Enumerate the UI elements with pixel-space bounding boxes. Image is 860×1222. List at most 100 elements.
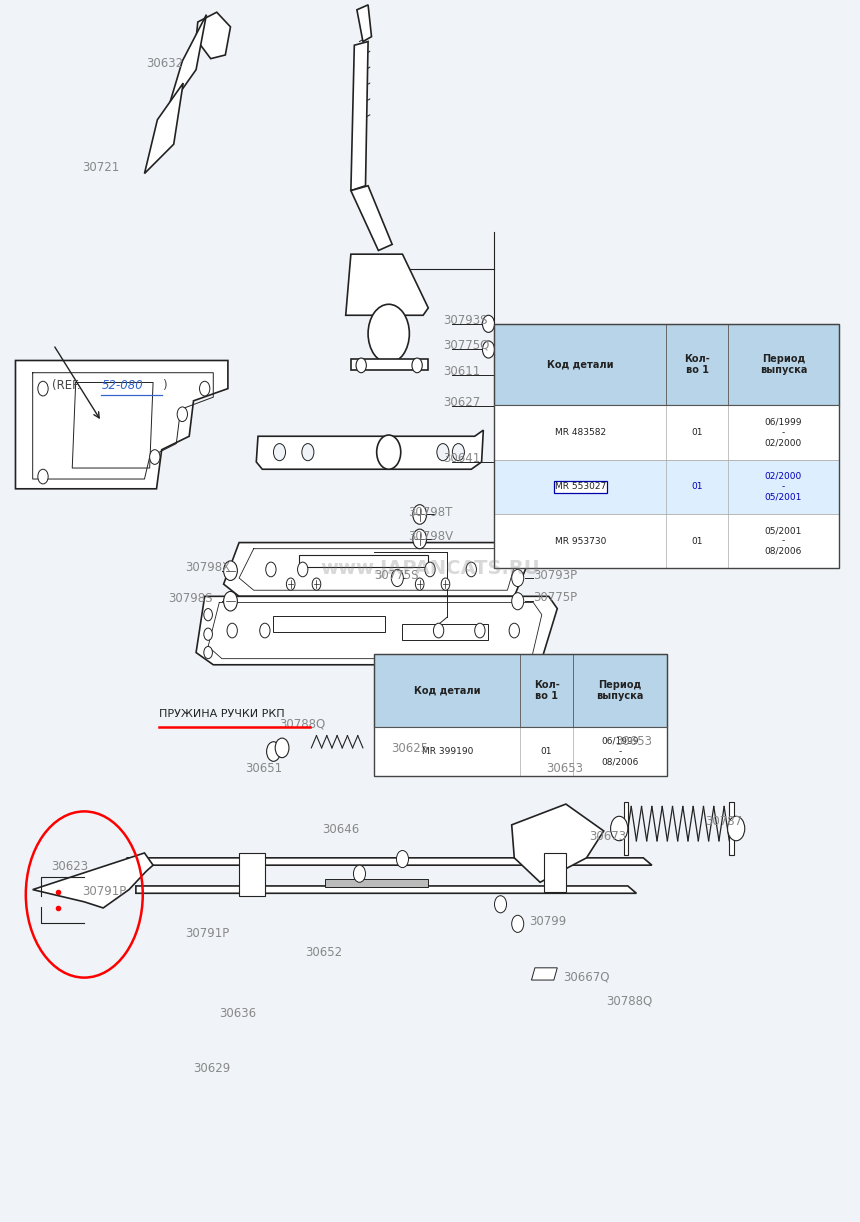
Text: Период
выпуска: Период выпуска [596, 679, 643, 701]
Text: 30611: 30611 [443, 365, 480, 378]
Text: 30623: 30623 [52, 860, 89, 873]
Circle shape [204, 609, 212, 621]
Text: 30636: 30636 [219, 1007, 256, 1019]
Text: MR 553027: MR 553027 [555, 483, 606, 491]
Polygon shape [273, 616, 385, 632]
Circle shape [412, 358, 422, 373]
Circle shape [475, 623, 485, 638]
Polygon shape [224, 543, 531, 596]
Circle shape [275, 738, 289, 758]
Text: 30721: 30721 [82, 161, 119, 174]
Text: 30791P: 30791P [82, 885, 126, 897]
FancyBboxPatch shape [494, 459, 838, 514]
Circle shape [298, 562, 308, 577]
Circle shape [356, 358, 366, 373]
Circle shape [437, 444, 449, 461]
Polygon shape [256, 430, 483, 469]
Circle shape [38, 469, 48, 484]
Circle shape [728, 816, 745, 841]
Text: Кол-
во 1: Кол- во 1 [534, 679, 560, 701]
Polygon shape [351, 42, 368, 191]
Text: Код детали: Код детали [547, 359, 614, 369]
Circle shape [413, 529, 427, 549]
Circle shape [433, 623, 444, 638]
Text: 01: 01 [691, 536, 703, 545]
Text: MR 953730: MR 953730 [555, 536, 606, 545]
Polygon shape [33, 853, 153, 908]
Polygon shape [346, 254, 428, 315]
Circle shape [227, 623, 237, 638]
Circle shape [441, 578, 450, 590]
Circle shape [512, 593, 524, 610]
Text: 52-080: 52-080 [101, 379, 144, 391]
FancyBboxPatch shape [374, 727, 666, 776]
Circle shape [177, 407, 187, 422]
Text: 30625: 30625 [391, 742, 428, 754]
Polygon shape [531, 968, 557, 980]
Text: 30652: 30652 [305, 946, 342, 958]
Text: 30627: 30627 [443, 396, 480, 408]
Text: 30632: 30632 [146, 57, 183, 70]
Text: 30798T: 30798T [408, 506, 453, 518]
Polygon shape [168, 15, 206, 110]
Polygon shape [624, 802, 628, 855]
Text: Период
выпуска: Период выпуска [759, 353, 808, 375]
Text: 02/2000
-
05/2001: 02/2000 - 05/2001 [765, 472, 802, 502]
Polygon shape [196, 12, 230, 59]
Text: 30667Q: 30667Q [563, 970, 610, 982]
Text: 05/2001
-
08/2006: 05/2001 - 08/2006 [765, 527, 802, 556]
Polygon shape [512, 804, 604, 882]
Text: 30793S: 30793S [443, 314, 488, 326]
Text: www.JAPANCATS.RU: www.JAPANCATS.RU [320, 558, 540, 578]
Text: ): ) [162, 379, 166, 391]
Polygon shape [544, 853, 566, 892]
Circle shape [273, 444, 286, 461]
Circle shape [312, 578, 321, 590]
FancyBboxPatch shape [374, 654, 666, 727]
Circle shape [353, 865, 366, 882]
Text: 30793P: 30793P [533, 569, 577, 582]
Polygon shape [127, 858, 652, 865]
FancyBboxPatch shape [494, 324, 838, 406]
Circle shape [266, 562, 276, 577]
Text: 06/1999
-
02/2000: 06/1999 - 02/2000 [765, 418, 802, 447]
Text: 30799: 30799 [529, 915, 566, 927]
Circle shape [512, 569, 524, 587]
Circle shape [302, 444, 314, 461]
Circle shape [391, 569, 403, 587]
Circle shape [377, 435, 401, 469]
Polygon shape [15, 360, 228, 489]
Text: 30775Q: 30775Q [443, 338, 489, 351]
Polygon shape [402, 624, 488, 640]
Text: 30641: 30641 [443, 452, 480, 464]
Circle shape [267, 742, 280, 761]
Text: 30798S: 30798S [168, 593, 212, 605]
Text: 01: 01 [541, 747, 552, 756]
Circle shape [512, 915, 524, 932]
Circle shape [368, 304, 409, 363]
Circle shape [204, 646, 212, 659]
Circle shape [224, 591, 237, 611]
Text: 30788Q: 30788Q [280, 717, 326, 730]
Polygon shape [299, 555, 428, 567]
Circle shape [611, 816, 628, 841]
Text: 30673: 30673 [589, 830, 626, 842]
Polygon shape [729, 802, 734, 855]
Circle shape [482, 341, 494, 358]
Text: 30791P: 30791P [185, 927, 229, 940]
Polygon shape [239, 853, 265, 896]
Polygon shape [351, 359, 428, 370]
Polygon shape [144, 83, 183, 174]
Text: 30787: 30787 [705, 815, 742, 827]
Circle shape [415, 578, 424, 590]
Text: 01: 01 [691, 428, 703, 437]
Circle shape [396, 851, 408, 868]
Circle shape [204, 628, 212, 640]
Text: Кол-
во 1: Кол- во 1 [685, 353, 710, 375]
FancyBboxPatch shape [494, 406, 838, 459]
Text: 30798X: 30798X [185, 561, 230, 573]
Text: 30788Q: 30788Q [606, 995, 653, 1007]
Text: MR 399190: MR 399190 [421, 747, 473, 756]
Text: 30798V: 30798V [408, 530, 453, 543]
Text: 06/1999
-
08/2006: 06/1999 - 08/2006 [601, 737, 638, 766]
